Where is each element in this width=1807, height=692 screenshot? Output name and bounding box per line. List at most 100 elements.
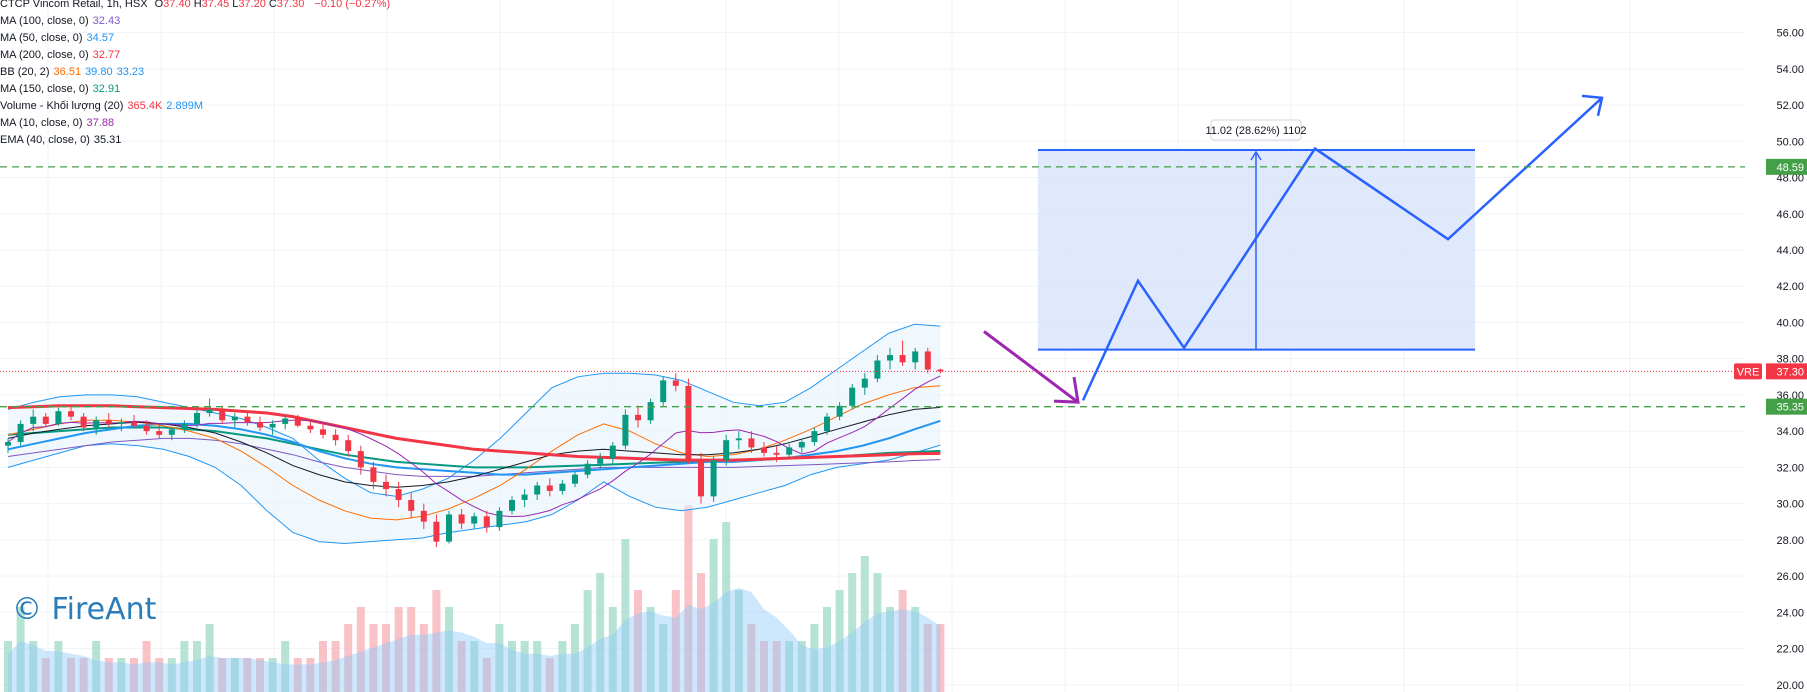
candle-body: [836, 405, 843, 417]
candle-body: [773, 452, 780, 455]
candle-body: [30, 416, 37, 424]
indicator-value: 34.57: [86, 32, 115, 44]
volume-bar: [520, 641, 529, 692]
candle-body: [786, 447, 793, 455]
volume-bar: [218, 658, 227, 692]
ma200-line: [7, 404, 941, 462]
indicator-row[interactable]: Volume - Khối lượng (20) 365.4K 2.899M: [0, 98, 394, 115]
volume-bar: [533, 641, 542, 692]
indicator-row[interactable]: MA (10, close, 0) 37.88: [0, 115, 394, 132]
indicator-row[interactable]: MA (150, close, 0) 32.91: [0, 81, 394, 98]
candle-body: [168, 429, 175, 435]
volume-bar: [911, 607, 920, 692]
candle-body: [131, 422, 137, 426]
drawing-tools[interactable]: 11.02 (28.62%) 1102: [983, 94, 1604, 404]
volume-bar: [167, 658, 176, 692]
candle-body: [206, 409, 213, 414]
indicator-row[interactable]: MA (200, close, 0) 32.77: [0, 47, 394, 64]
symbol-header: CTCP Vincom Retail, 1h, HSX O37.40 H37.45…: [0, 0, 394, 13]
volume-bar: [923, 624, 932, 692]
price-tag-bg: [1766, 363, 1807, 380]
candle-body: [408, 499, 415, 511]
volume-bar: [369, 624, 378, 692]
volume-ma-area: [8, 587, 941, 692]
candle-body: [357, 451, 364, 468]
volume-bar: [281, 641, 290, 692]
range-measure-arrowhead: [1250, 150, 1262, 161]
ohlc-c: C37.30: [269, 0, 304, 10]
volume-bar: [684, 505, 693, 692]
price-tick-label: 42.00: [1776, 281, 1804, 293]
price-tick-label: 34.00: [1776, 426, 1804, 438]
candle-body: [521, 494, 528, 500]
indicator-row[interactable]: MA (100, close, 0) 32.43: [0, 13, 394, 30]
price-tag-bg: [1766, 158, 1807, 175]
volume-bar: [659, 624, 668, 692]
volume-bar: [608, 607, 617, 692]
candle-body: [433, 521, 440, 542]
horizontal-levels[interactable]: [0, 166, 1745, 408]
price-tick-label: 52.00: [1776, 100, 1804, 112]
candle-body: [307, 425, 314, 430]
price-tick-label: 56.00: [1776, 28, 1804, 40]
candle-body: [282, 418, 289, 424]
volume-bar: [344, 624, 353, 692]
candle-body: [269, 423, 276, 428]
candle-body: [370, 467, 377, 482]
volume-bar: [394, 607, 403, 692]
volume-bar: [722, 522, 731, 692]
candle-body: [710, 460, 717, 497]
candle-body: [483, 516, 490, 528]
price-tick-label: 22.00: [1776, 644, 1804, 656]
volume-histogram: [4, 505, 945, 692]
volume-bar: [772, 641, 781, 692]
volume-bar: [29, 641, 38, 692]
candle-body: [761, 447, 767, 453]
volume-bar: [54, 641, 63, 692]
ohlc-value: 37.40: [163, 0, 191, 10]
candle-body: [912, 351, 919, 363]
volume-bar: [495, 624, 504, 692]
candle-body: [849, 387, 856, 406]
volume-bar: [79, 658, 88, 692]
symbol-tag-bg: [1734, 363, 1762, 380]
ohlc-value: 37.20: [238, 0, 266, 10]
bb-upper-line: [7, 323, 941, 497]
candle-body: [534, 485, 541, 495]
ohlc-o: O37.40: [155, 0, 191, 10]
ohlc-key: L: [232, 0, 239, 10]
indicator-label: MA (150, close, 0): [0, 83, 89, 95]
ohlc-value: 37.30: [276, 0, 305, 10]
volume-bar: [193, 641, 201, 692]
volume-bar: [873, 573, 882, 692]
volume-bar: [785, 641, 794, 692]
indicator-row[interactable]: EMA (40, close, 0) 35.31: [0, 132, 394, 149]
candle-body: [105, 420, 112, 424]
candle-body: [597, 458, 604, 464]
candle-body: [17, 423, 24, 443]
volume-bar: [306, 658, 315, 692]
price-axis[interactable]: 20.00 22.00 24.00 26.00 28.00 30.00 32.00 34.00…: [1734, 0, 1807, 692]
indicator-row[interactable]: MA (50, close, 0) 34.57: [0, 30, 394, 47]
indicator-value: 33.23: [116, 66, 145, 78]
volume-bar: [482, 658, 491, 692]
indicator-row[interactable]: BB (20, 2) 36.51 39.80 33.23: [0, 64, 394, 81]
candle-body: [861, 378, 868, 388]
bb-lower-line: [7, 443, 941, 545]
volume-bar: [117, 658, 126, 692]
volume-bar: [545, 658, 554, 692]
measure-label: 11.02 (28.62%) 1102: [1205, 125, 1306, 137]
symbol-line: CTCP Vincom Retail, 1h, HSX: [0, 0, 148, 10]
price-axis-bg: [1745, 0, 1807, 692]
candle-body: [647, 402, 654, 421]
pullback-arrow-line: [983, 330, 1079, 404]
price-tag-value: 35.35: [1776, 402, 1804, 414]
candle-body: [887, 355, 893, 361]
ohlc-values: O37.40 H37.45 L37.20 C37.30: [155, 0, 308, 10]
ohlc-key: C: [268, 0, 277, 10]
price-tick-label: 28.00: [1776, 535, 1804, 547]
candlestick-series: [5, 340, 944, 548]
candle-body: [748, 438, 755, 448]
indicator-label: EMA (40, close, 0): [0, 134, 90, 146]
